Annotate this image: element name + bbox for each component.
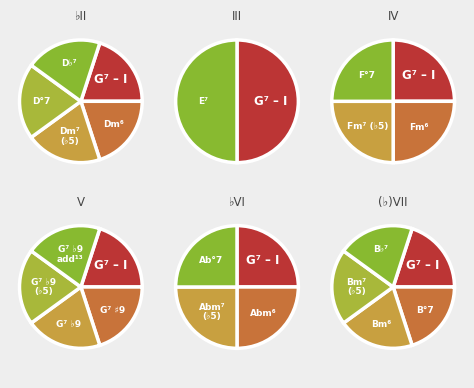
- Wedge shape: [332, 251, 393, 323]
- Title: V: V: [77, 196, 85, 209]
- Text: G⁷ – I: G⁷ – I: [254, 95, 287, 108]
- Text: G⁷ – I: G⁷ – I: [94, 73, 128, 86]
- Text: B♭⁷: B♭⁷: [373, 244, 388, 253]
- Text: G⁷ ♭9: G⁷ ♭9: [56, 320, 81, 329]
- Text: G⁷ ♭9
add¹³: G⁷ ♭9 add¹³: [57, 245, 83, 264]
- Text: Dm⁷
(♭5): Dm⁷ (♭5): [59, 127, 80, 146]
- Wedge shape: [237, 287, 298, 348]
- Wedge shape: [393, 287, 455, 345]
- Wedge shape: [19, 65, 81, 137]
- Wedge shape: [344, 287, 412, 348]
- Wedge shape: [332, 101, 393, 163]
- Text: G⁷ – I: G⁷ – I: [402, 69, 436, 82]
- Title: III: III: [232, 10, 242, 23]
- Text: G⁷ – I: G⁷ – I: [406, 259, 439, 272]
- Wedge shape: [237, 40, 298, 163]
- Title: ♭VI: ♭VI: [228, 196, 246, 209]
- Text: E⁷: E⁷: [198, 97, 208, 106]
- Wedge shape: [176, 226, 237, 287]
- Wedge shape: [31, 226, 100, 287]
- Wedge shape: [344, 226, 412, 287]
- Text: G⁷ – I: G⁷ – I: [94, 259, 128, 272]
- Wedge shape: [31, 40, 100, 101]
- Text: Dm⁶: Dm⁶: [103, 120, 124, 129]
- Wedge shape: [237, 226, 298, 287]
- Wedge shape: [393, 229, 455, 287]
- Wedge shape: [81, 101, 142, 159]
- Title: (♭)VII: (♭)VII: [378, 196, 408, 209]
- Wedge shape: [393, 40, 455, 101]
- Wedge shape: [176, 287, 237, 348]
- Text: Fm⁷ (♭5): Fm⁷ (♭5): [347, 122, 389, 131]
- Text: G⁷ – I: G⁷ – I: [246, 255, 280, 267]
- Text: Bm⁶: Bm⁶: [371, 320, 391, 329]
- Wedge shape: [31, 101, 100, 163]
- Wedge shape: [81, 43, 142, 101]
- Text: Abm⁷
(♭5): Abm⁷ (♭5): [199, 303, 225, 322]
- Text: G⁷ ♯9: G⁷ ♯9: [100, 306, 126, 315]
- Title: ♭II: ♭II: [75, 10, 87, 23]
- Text: D°7: D°7: [32, 97, 50, 106]
- Wedge shape: [31, 287, 100, 348]
- Text: Bm⁷
(♭5): Bm⁷ (♭5): [346, 278, 366, 296]
- Wedge shape: [81, 229, 142, 287]
- Text: D♭⁷: D♭⁷: [61, 59, 76, 68]
- Wedge shape: [176, 40, 237, 163]
- Text: G⁷ ♭9
(♭5): G⁷ ♭9 (♭5): [31, 278, 56, 296]
- Wedge shape: [19, 251, 81, 323]
- Text: Ab°7: Ab°7: [199, 256, 223, 265]
- Text: Abm⁶: Abm⁶: [250, 308, 276, 317]
- Title: IV: IV: [387, 10, 399, 23]
- Text: B°7: B°7: [417, 306, 434, 315]
- Text: F°7: F°7: [359, 71, 375, 80]
- Text: Fm⁶: Fm⁶: [410, 123, 429, 132]
- Wedge shape: [332, 40, 393, 101]
- Wedge shape: [81, 287, 142, 345]
- Wedge shape: [393, 101, 455, 163]
